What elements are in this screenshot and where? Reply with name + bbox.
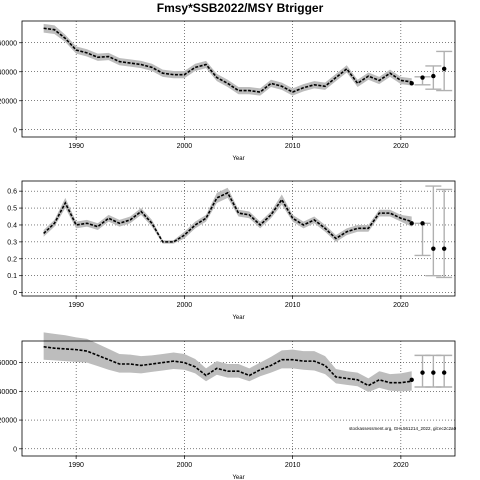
x-tick-label: 2020 [393, 143, 409, 150]
x-axis-label: Year [232, 475, 244, 480]
x-axis-label: Year [232, 156, 244, 162]
confidence-band [43, 187, 412, 244]
x-tick-label: 2010 [285, 302, 301, 309]
forecast-point [420, 75, 425, 80]
y-tick-label: 60000 [0, 40, 17, 47]
y-tick-label: 40000 [0, 69, 17, 76]
forecast-point [409, 377, 414, 383]
y-tick-label: 0 [13, 127, 17, 134]
x-tick-label: 2010 [285, 462, 301, 469]
x-tick-label: 2020 [393, 302, 409, 309]
footnote-text: stockassessment.org, GHL561214_2022, git… [349, 426, 457, 431]
plot-frame [21, 20, 456, 138]
x-tick-label: 2000 [177, 302, 193, 309]
estimate-line [43, 27, 412, 93]
forecast-point [431, 73, 436, 79]
y-tick-label: 60000 [0, 360, 17, 367]
x-axis-label: Year [232, 315, 244, 321]
confidence-band [43, 23, 412, 96]
y-tick-label: 0.3 [7, 239, 17, 246]
forecast-point [420, 221, 425, 226]
forecast-point [409, 221, 414, 226]
y-tick-label: 0.5 [7, 206, 17, 213]
y-tick-label: 0 [13, 290, 17, 297]
estimate-line [43, 345, 412, 387]
confidence-band [43, 332, 412, 393]
panel-middle: 1990 2000 2010 2020 0 0.1 0.2 0.3 0.4 0.5 0.6 Year [7, 180, 456, 321]
x-tick-label: 2020 [393, 462, 409, 469]
y-tick-label: 40000 [0, 389, 17, 396]
plot-frame [21, 340, 456, 457]
x-tick-label: 2000 [177, 462, 193, 469]
forecast-point [409, 81, 414, 86]
x-tick-label: 2010 [285, 143, 301, 150]
y-tick-label: 0 [13, 446, 17, 453]
estimate-line [43, 191, 412, 243]
y-tick-label: 0.1 [7, 273, 17, 280]
x-tick-label: 2000 [177, 143, 193, 150]
x-tick-label: 1990 [68, 143, 84, 150]
y-tick-label: 0.6 [7, 189, 17, 196]
x-tick-label: 1990 [68, 302, 84, 309]
chart-title: Fmsy*SSB2022/MSY Btrigger [156, 1, 324, 15]
forecast-point [431, 246, 436, 251]
forecast-point [441, 66, 447, 72]
forecast-point [441, 246, 447, 251]
forecast-point [420, 370, 425, 375]
y-tick-label: 0.4 [7, 222, 17, 229]
x-tick-label: 1990 [68, 462, 84, 469]
forecast-point [441, 370, 447, 375]
plot-frame [21, 180, 456, 297]
y-tick-label: 0.2 [7, 256, 17, 263]
forecast-point [431, 370, 436, 375]
